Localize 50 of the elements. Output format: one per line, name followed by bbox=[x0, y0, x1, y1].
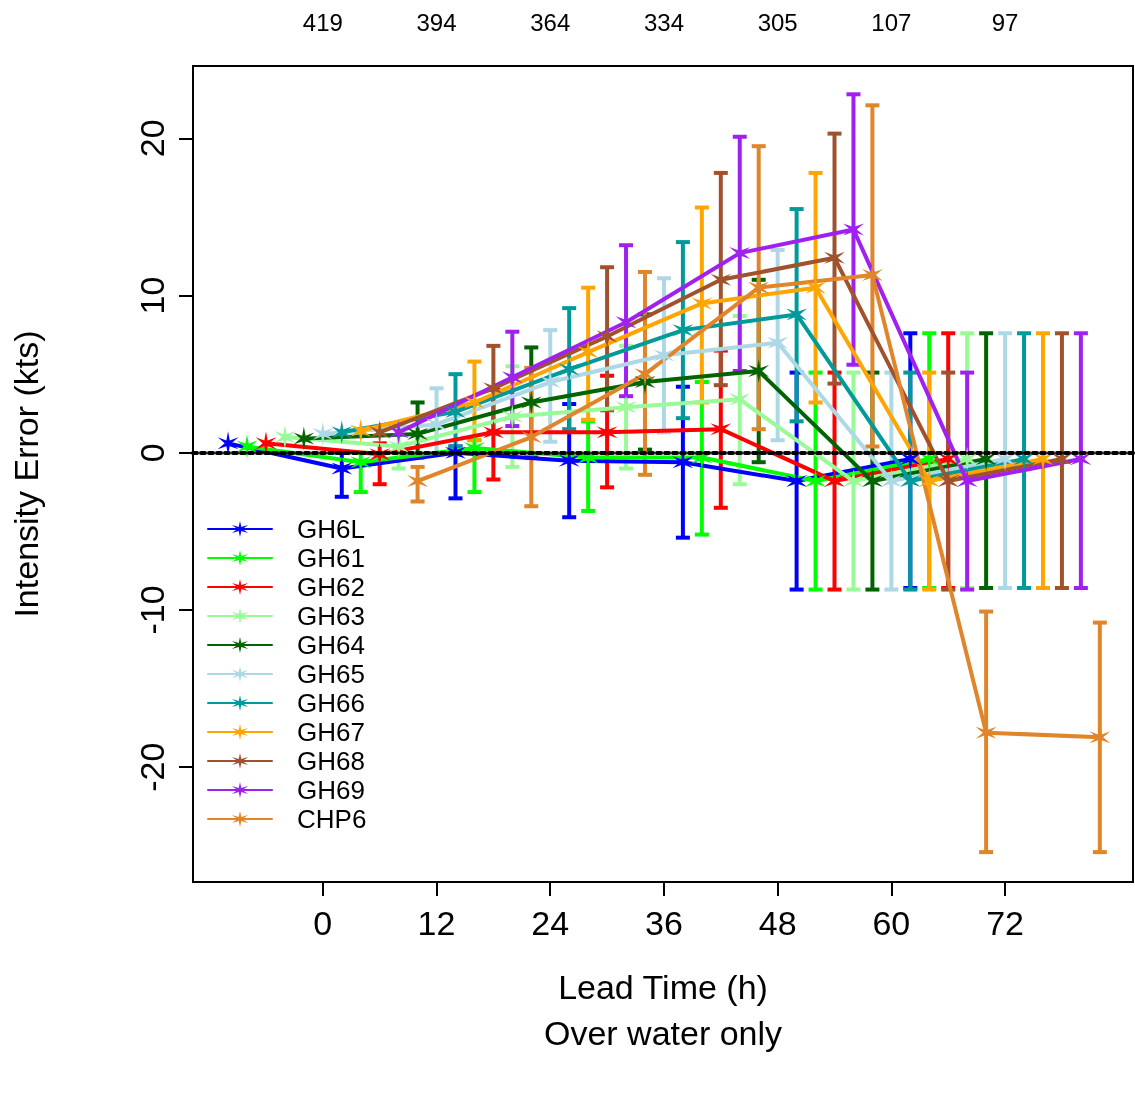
point bbox=[312, 421, 334, 446]
text: 107 bbox=[871, 8, 912, 36]
legend-label: GH61 bbox=[297, 543, 365, 573]
legend-label: GH63 bbox=[297, 601, 365, 631]
text: 97 bbox=[991, 8, 1019, 36]
point bbox=[577, 340, 599, 365]
point bbox=[293, 426, 315, 451]
y-tick-label: 20 bbox=[133, 119, 171, 158]
point bbox=[464, 390, 485, 415]
y-tick-label: 0 bbox=[133, 443, 171, 463]
x-tick-label: 12 bbox=[417, 904, 456, 942]
legend-label: GH67 bbox=[297, 717, 365, 747]
x-tick-label: 0 bbox=[313, 904, 333, 942]
point bbox=[748, 359, 770, 384]
point bbox=[558, 357, 580, 382]
point bbox=[407, 421, 428, 446]
point bbox=[388, 420, 410, 445]
x-tick-label: 72 bbox=[986, 904, 1024, 942]
legend-label: GH62 bbox=[297, 572, 365, 602]
x-tick-label: 60 bbox=[872, 904, 911, 942]
legend-label: GH65 bbox=[297, 659, 365, 689]
point bbox=[274, 425, 296, 450]
text: 305 bbox=[757, 8, 798, 36]
legend-label: GH69 bbox=[297, 775, 365, 805]
point bbox=[350, 418, 372, 443]
text: 364 bbox=[530, 8, 571, 36]
text: 419 bbox=[302, 8, 343, 36]
legend-label: GH68 bbox=[297, 746, 365, 776]
text: 394 bbox=[416, 8, 457, 36]
x-tick-label: 24 bbox=[531, 904, 570, 942]
point bbox=[331, 420, 353, 445]
text: 334 bbox=[643, 8, 684, 36]
y-tick-label: 10 bbox=[133, 276, 171, 315]
legend-label: CHP6 bbox=[297, 804, 367, 834]
point bbox=[899, 447, 921, 472]
legend-label: GH6L bbox=[297, 514, 365, 544]
y-tick-label: -20 bbox=[133, 742, 171, 792]
point bbox=[426, 412, 447, 437]
y-axis-title: Intensity Error (kts) bbox=[7, 330, 45, 618]
x-tick-label: 48 bbox=[758, 904, 797, 942]
point bbox=[236, 434, 258, 459]
y-tick-label: -10 bbox=[133, 585, 171, 635]
x-axis-title: Lead Time (h) Over water only bbox=[543, 968, 783, 1052]
point bbox=[520, 390, 542, 415]
point bbox=[501, 404, 523, 429]
point bbox=[445, 399, 466, 424]
legend-label: GH64 bbox=[297, 630, 365, 660]
x-tick-label: 36 bbox=[645, 904, 683, 942]
point bbox=[369, 420, 391, 445]
legend-label: GH66 bbox=[297, 688, 365, 718]
